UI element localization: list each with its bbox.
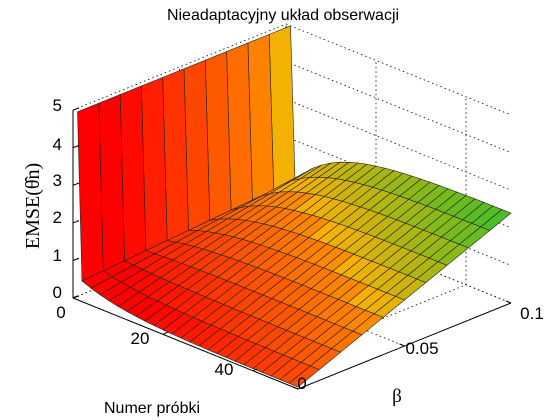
y-axis-label: β [392,386,402,407]
x-tick [72,295,78,299]
x-tick-label: 40 [215,360,234,379]
surface-patch [288,365,320,388]
x-axis-label: Numer próbki [104,400,200,417]
y-tick-label: 0 [297,374,306,393]
z-tick [72,257,80,261]
y-tick [505,300,512,304]
z-tick [72,145,80,149]
y-tick-label: 0.05 [405,339,438,358]
x-axis-line [72,297,299,390]
y-tick [399,343,405,347]
grid-line [285,23,512,116]
y-tick [292,386,299,390]
z-tick-label: 5 [53,96,62,115]
x-tick-label: 20 [131,329,150,348]
x-tick-label: 0 [56,303,65,322]
z-tick-label: 4 [53,135,62,154]
z-tick [72,220,80,224]
grid-line [285,61,512,153]
z-tick-label: 1 [53,246,62,265]
x-tick [162,331,168,335]
surface-patch [77,102,104,282]
y-tick-label: 0.1 [520,304,544,323]
surface-layer [77,25,512,388]
z-axis-label: EMSE(θ̂n) [22,163,44,249]
axes-layer [72,107,512,390]
z-tick [72,107,80,111]
z-tick-label: 0 [53,283,62,302]
z-tick-label: 2 [53,208,62,227]
z-tick [72,182,80,186]
z-tick-label: 3 [53,171,62,190]
x-tick [252,368,258,372]
chart-title: Nieadaptacyjny układ obserwacji [167,7,399,24]
